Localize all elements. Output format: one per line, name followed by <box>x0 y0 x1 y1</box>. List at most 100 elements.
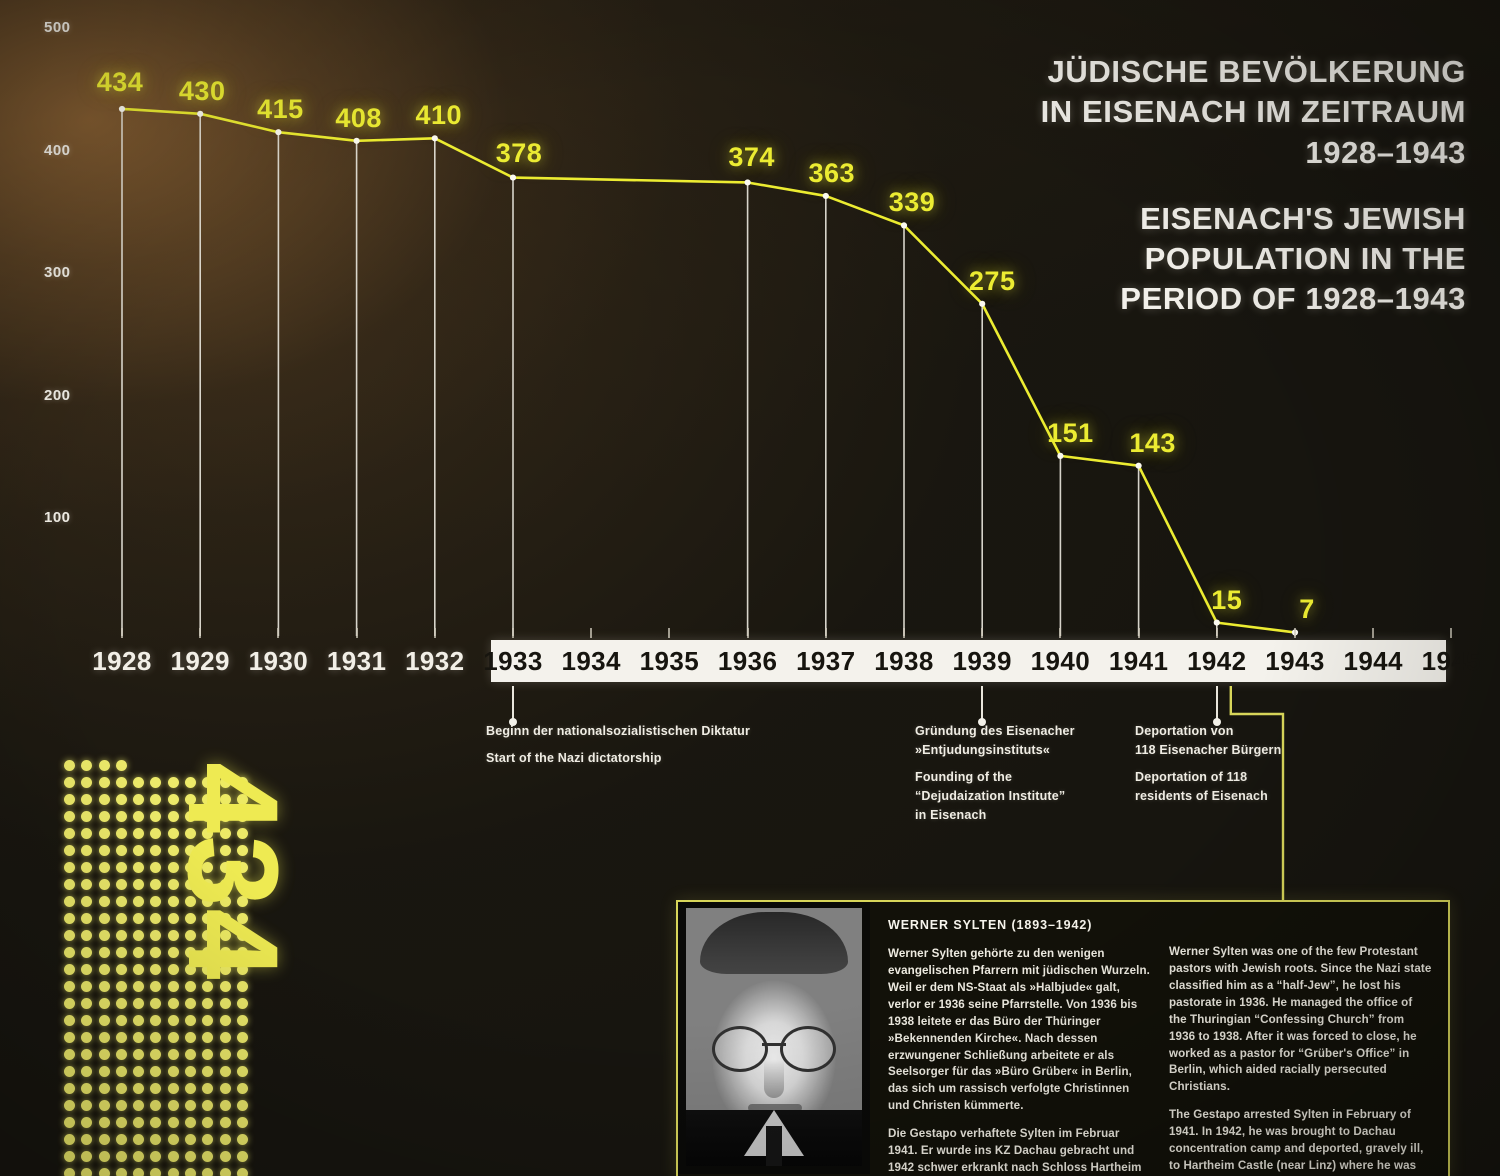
dot-matrix-dot <box>133 1049 145 1060</box>
annotation-line: Gründung des Eisenacher <box>915 724 1075 738</box>
year-tick <box>121 628 123 638</box>
dot-matrix-dot <box>115 1117 127 1128</box>
dot-matrix-dot <box>81 828 93 839</box>
data-point-value-label: 430 <box>178 75 226 106</box>
dot-matrix-dot <box>81 896 93 907</box>
dot-matrix-row <box>64 1168 248 1176</box>
data-point-marker <box>979 300 986 307</box>
dot-matrix-dot <box>115 1083 127 1094</box>
year-tick <box>1215 628 1218 638</box>
annotation-1933: Beginn der nationalsozialistischen Dikta… <box>486 722 750 768</box>
dot-matrix-dot <box>115 1066 127 1077</box>
dot-matrix-dot <box>133 1134 145 1145</box>
dot-matrix-dot <box>115 896 127 907</box>
annotation-line: “Dejudaization Institute” <box>915 789 1066 803</box>
y-axis-tick-label: 100 <box>44 509 71 527</box>
dot-matrix-dot <box>81 1032 93 1043</box>
dot-matrix-dot <box>150 913 162 924</box>
dot-matrix-dot <box>98 1032 110 1043</box>
dot-matrix-dot <box>98 896 110 907</box>
dot-matrix-dot <box>64 828 75 839</box>
sylten-de-paragraph-2: Die Gestapo verhaftete Sylten im Februar… <box>888 1127 1142 1175</box>
dot-matrix-dot <box>133 1032 145 1043</box>
dot-matrix-dot <box>150 1049 162 1060</box>
dot-matrix-dot <box>202 1134 214 1145</box>
dot-matrix-dot <box>115 845 127 856</box>
annotation-line: in Eisenach <box>915 808 987 822</box>
data-point-marker <box>744 179 751 186</box>
dot-matrix-dot <box>64 913 75 924</box>
dot-matrix-big-number: 434 <box>161 762 388 1092</box>
glasses-bridge <box>762 1043 786 1046</box>
dot-matrix-dot <box>133 1100 145 1111</box>
dot-matrix-dot <box>133 794 145 805</box>
dot-matrix-dot <box>150 1168 162 1176</box>
dot-matrix-dot <box>98 1015 110 1026</box>
year-tick <box>746 628 749 638</box>
dot-matrix-dot <box>133 998 145 1009</box>
dot-matrix-dot <box>64 964 75 975</box>
dot-matrix-dot <box>98 862 110 873</box>
dot-matrix-dot <box>150 794 162 805</box>
dot-matrix-dot <box>115 1151 127 1162</box>
dot-matrix-dot <box>219 1168 231 1176</box>
annotation-line: Beginn der nationalsozialistischen Dikta… <box>486 724 751 738</box>
data-point-value-label: 339 <box>888 187 936 218</box>
dot-matrix-dot <box>98 794 110 805</box>
year-tick <box>277 628 280 638</box>
annotation-spacer <box>1135 760 1281 768</box>
dot-matrix-dot <box>133 1168 145 1176</box>
year-tick <box>355 628 358 638</box>
dot-matrix-dot <box>81 930 93 941</box>
dot-matrix-dot <box>115 794 127 805</box>
data-point-value-label: 7 <box>1299 594 1315 625</box>
dot-matrix-dot <box>202 1117 214 1128</box>
dot-matrix-dot <box>115 811 127 822</box>
data-point-marker <box>822 192 829 200</box>
dot-matrix-dot <box>236 1117 248 1128</box>
dot-matrix-dot <box>115 828 127 839</box>
dot-matrix-dot <box>133 913 145 924</box>
dot-matrix-dot <box>202 1100 214 1111</box>
dot-matrix-row <box>64 1151 248 1162</box>
year-tick <box>1137 628 1140 638</box>
dot-matrix-dot <box>115 1134 127 1145</box>
dot-matrix-dot <box>64 1083 75 1094</box>
dot-matrix-dot <box>64 947 75 958</box>
dot-matrix-dot <box>150 811 162 822</box>
portrait-image <box>686 908 862 1166</box>
dot-matrix-dot <box>81 1066 93 1077</box>
data-point-value-label: 378 <box>495 137 543 168</box>
dot-matrix-dot <box>150 1100 162 1111</box>
dot-matrix-dot <box>133 811 145 822</box>
annotation-line: 118 Eisenacher Bürgern <box>1135 743 1282 757</box>
year-tick <box>1450 628 1453 638</box>
dot-matrix-dot <box>236 1151 248 1162</box>
dot-matrix-dot <box>64 1049 75 1060</box>
sylten-column-en: Werner Sylten was one of the few Protest… <box>1169 918 1432 1176</box>
dot-matrix-dot <box>236 1100 248 1111</box>
dot-matrix-dot <box>115 862 127 873</box>
dot-matrix-dot <box>64 1151 75 1162</box>
year-tick <box>590 628 593 638</box>
dot-matrix-dot <box>98 1151 110 1162</box>
dot-matrix-dot <box>64 777 75 788</box>
y-axis-tick-label: 500 <box>44 19 71 36</box>
dot-matrix-dot <box>98 811 110 822</box>
year-axis: 1928 1929 1930 1931 1932 1933 1934 1935 1936 1937… <box>0 628 1500 684</box>
dot-matrix-dot <box>133 1151 145 1162</box>
sylten-text-columns: WERNER SYLTEN (1893–1942) Werner Sylten … <box>870 902 1448 1176</box>
dot-matrix-dot <box>236 1134 248 1145</box>
dot-matrix-dot <box>98 930 110 941</box>
data-point-value-label: 410 <box>415 100 463 131</box>
dot-matrix-dot <box>133 947 145 958</box>
data-point-marker <box>1213 619 1220 626</box>
dot-matrix-dot <box>81 1083 93 1094</box>
annotation-spacer <box>486 741 750 749</box>
dot-matrix-dot <box>64 1015 75 1026</box>
dot-matrix-dot <box>81 879 93 890</box>
dot-matrix-dot <box>98 845 110 856</box>
dot-matrix-dot <box>150 879 162 890</box>
portrait-hair <box>700 912 848 974</box>
